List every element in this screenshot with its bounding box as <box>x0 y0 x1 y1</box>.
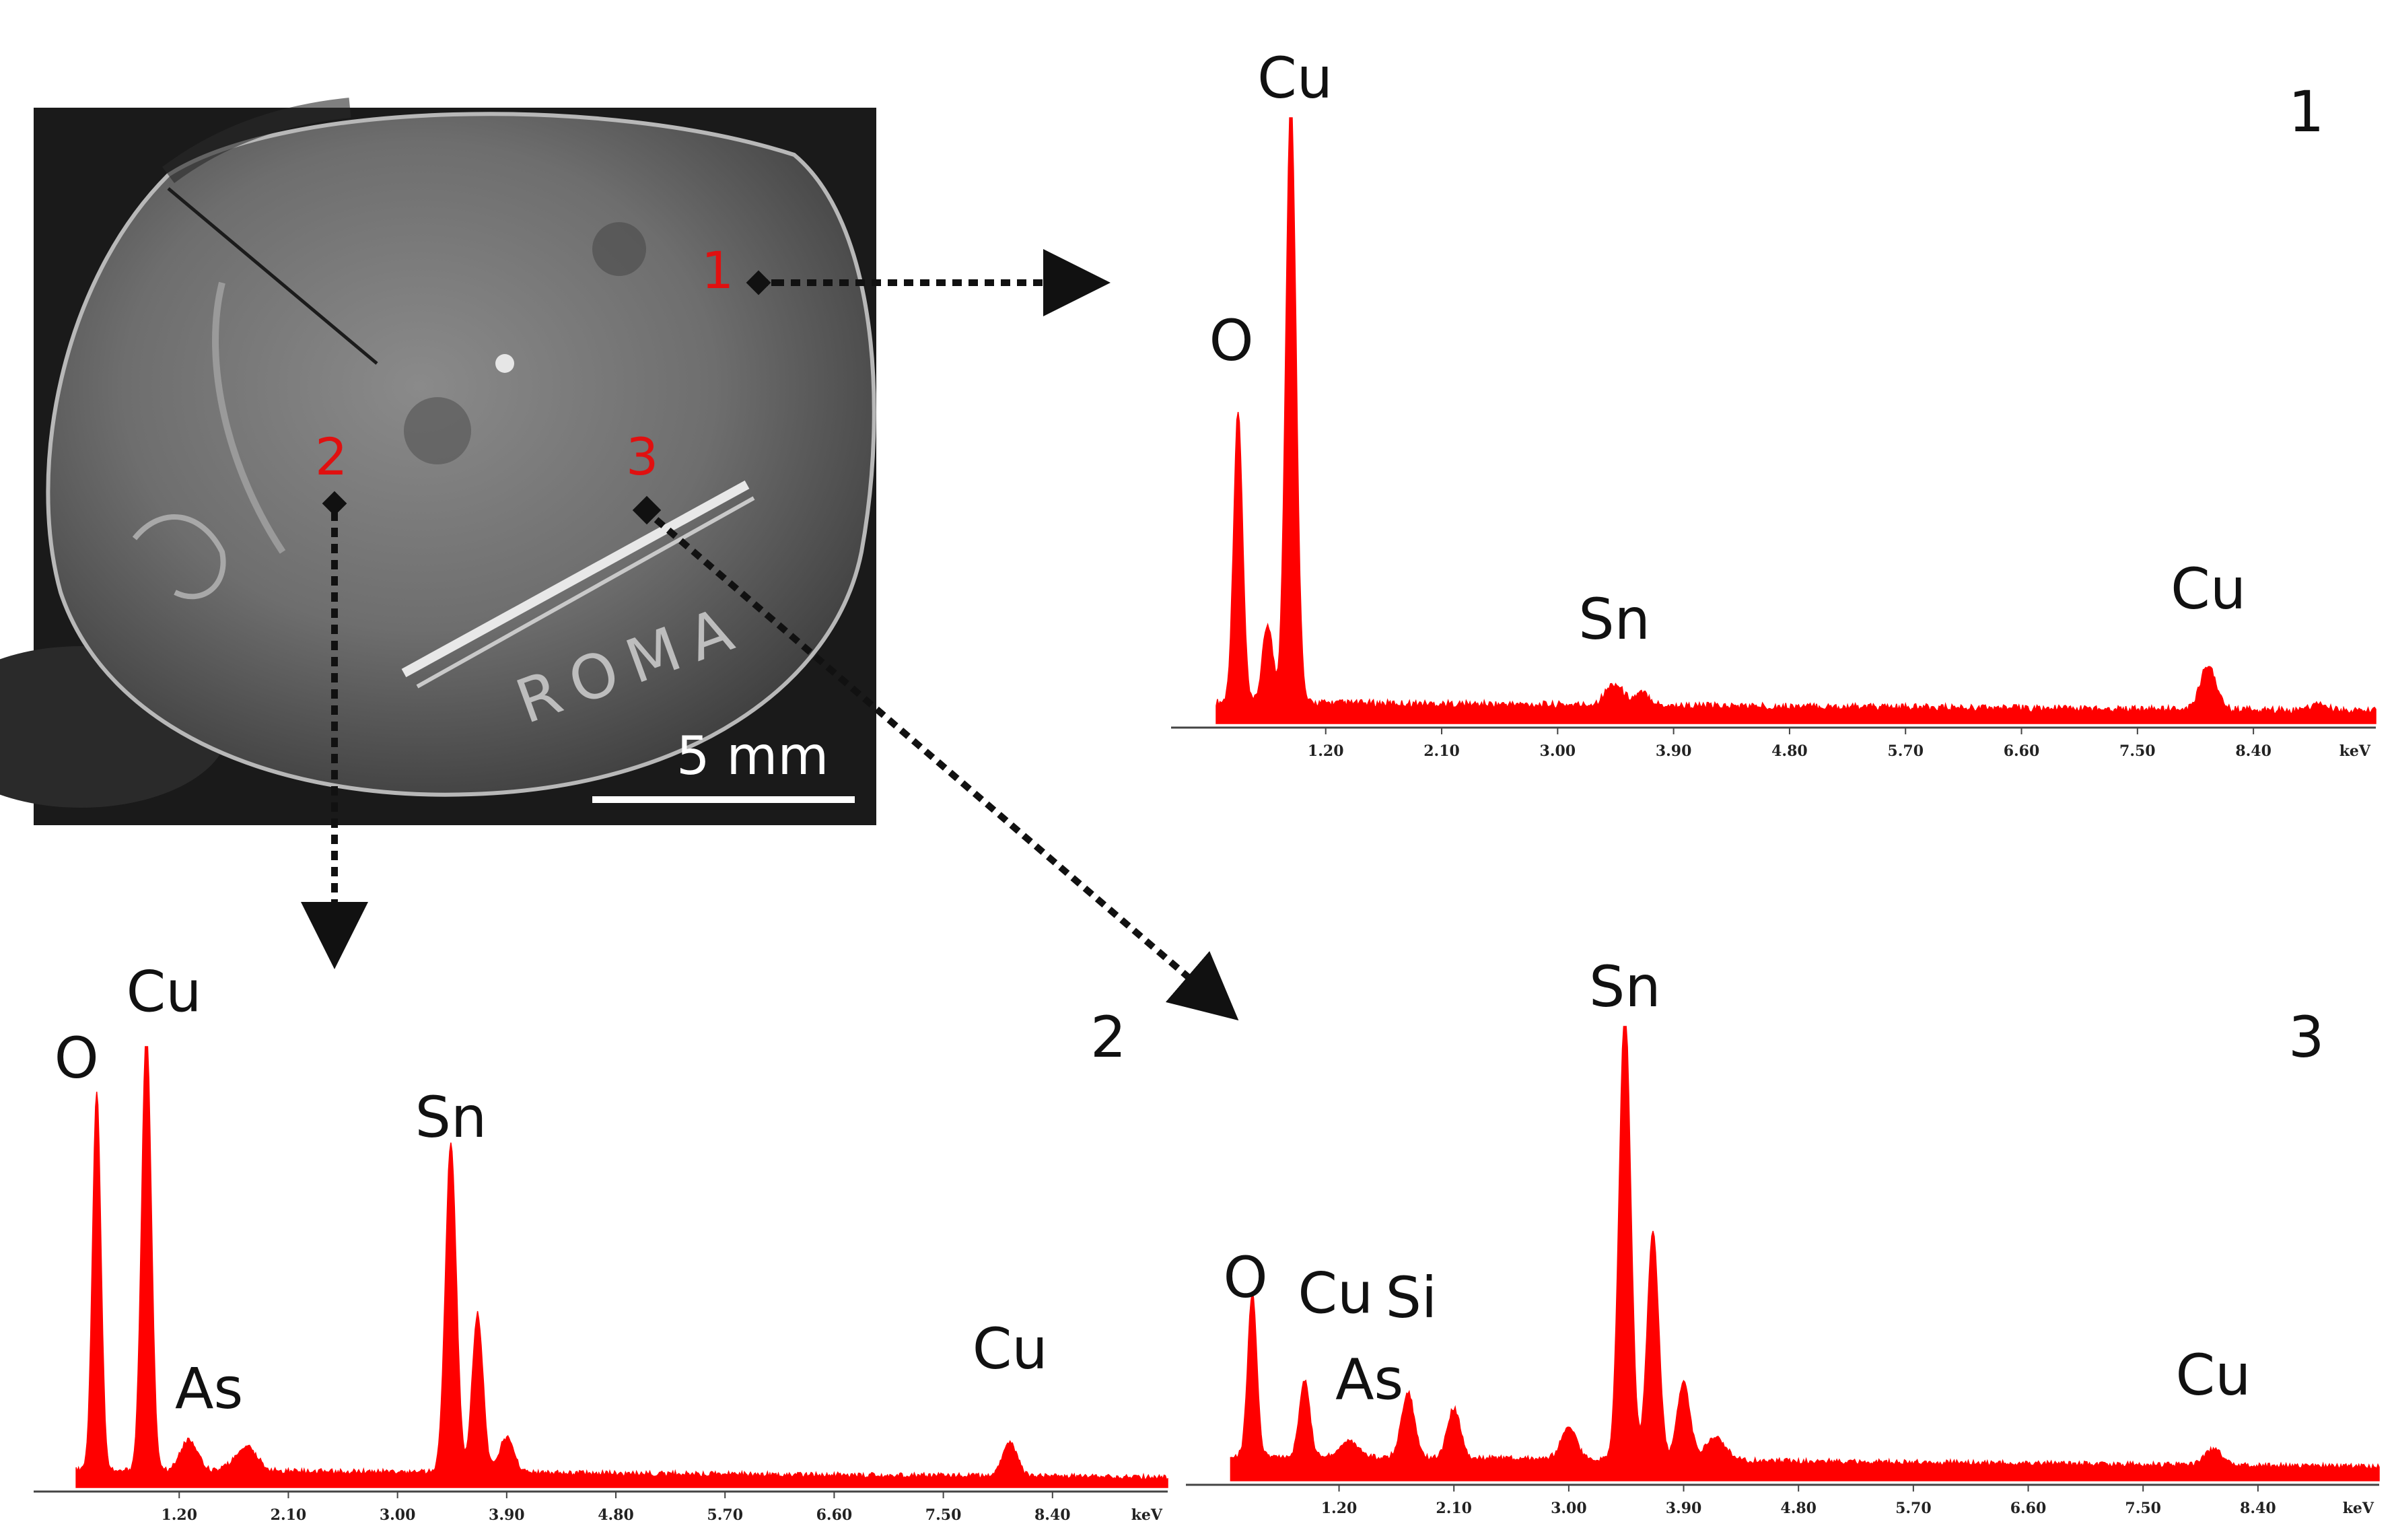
peak-label: Cu <box>2171 556 2246 622</box>
scale-bar-label: 5 mm <box>676 726 829 787</box>
x-tick-label: 8.40 <box>2240 1500 2276 1517</box>
x-tick-label: 3.90 <box>1666 1500 1702 1517</box>
peak-label: Si <box>1386 1265 1438 1331</box>
connector-arrows <box>301 249 1239 1021</box>
x-tick-label: 2.10 <box>1423 742 1460 760</box>
peak-label: Sn <box>1578 586 1650 652</box>
x-tick-label: 8.40 <box>1034 1506 1071 1524</box>
x-tick-label: 3.90 <box>489 1506 525 1524</box>
x-tick-label: 4.80 <box>598 1506 634 1524</box>
peak-label: O <box>1209 308 1253 374</box>
point-marker-2 <box>322 491 347 516</box>
x-axis-unit-label: keV <box>1131 1506 1163 1524</box>
x-tick-label: 3.90 <box>1656 742 1692 760</box>
spectrum-area-3 <box>1230 1026 2380 1481</box>
arrow-to-spectrum-3 <box>654 517 1239 1021</box>
spectrum-panel-1: 1.20 2.10 3.00 3.90 4.80 5.70 6.60 7.50 8.40 keV 1… <box>1171 45 2377 760</box>
x-tick-label: 7.50 <box>2119 742 2156 760</box>
x-tick-label: 2.10 <box>271 1506 307 1524</box>
x-tick-label: 2.10 <box>1436 1500 1472 1517</box>
x-axis-unit-label: keV <box>2343 1500 2374 1517</box>
spectrum-panel-number: 2 <box>1090 1004 1126 1070</box>
peak-label: Cu <box>127 959 202 1025</box>
x-tick-label: 1.20 <box>1308 742 1344 760</box>
point-label-3: 3 <box>626 427 658 487</box>
x-tick-label: 8.40 <box>2235 742 2272 760</box>
spectrum-panel-3: 1.20 2.10 3.00 3.90 4.80 5.70 6.60 7.50 8.40 keV 3… <box>1186 954 2380 1517</box>
peak-label: Cu <box>973 1316 1048 1382</box>
x-tick-label: 5.70 <box>1895 1500 1932 1517</box>
x-tick-label: 1.20 <box>1321 1500 1358 1517</box>
peak-label: As <box>175 1356 243 1422</box>
x-tick-label: 5.70 <box>707 1506 743 1524</box>
x-tick-label: 6.60 <box>816 1506 853 1524</box>
spectrum-panel-2: 1.20 2.10 3.00 3.90 4.80 5.70 6.60 7.50 8.40 keV 2… <box>34 959 1168 1524</box>
peak-label: Cu <box>1298 1260 1373 1326</box>
x-tick-label: 3.00 <box>380 1506 416 1524</box>
point-label-1: 1 <box>701 240 734 300</box>
peak-label: As <box>1335 1347 1403 1413</box>
x-tick-label: 6.60 <box>2010 1500 2047 1517</box>
x-tick-label: 4.80 <box>1780 1500 1817 1517</box>
peak-label: Cu <box>1257 45 1333 111</box>
x-tick-label: 5.70 <box>1887 742 1924 760</box>
x-tick-label: 7.50 <box>925 1506 962 1524</box>
peak-label: Sn <box>415 1084 487 1150</box>
x-tick-label: 3.00 <box>1551 1500 1587 1517</box>
sem-image: ROMA 5 mm <box>0 98 876 825</box>
peak-label: O <box>55 1025 99 1091</box>
point-label-2: 2 <box>315 427 347 487</box>
x-tick-label: 3.00 <box>1540 742 1576 760</box>
peak-label: O <box>1224 1245 1268 1310</box>
x-tick-label: 1.20 <box>161 1506 197 1524</box>
x-axis-unit-label: keV <box>2339 742 2371 760</box>
peak-label: Cu <box>2176 1342 2251 1408</box>
x-tick-label: 4.80 <box>1771 742 1808 760</box>
peak-label: Sn <box>1589 954 1661 1020</box>
spectrum-panel-number: 3 <box>2288 1004 2324 1070</box>
spectrum-panel-number: 1 <box>2288 79 2324 145</box>
spectrum-area-1 <box>1216 117 2377 724</box>
x-tick-label: 7.50 <box>2125 1500 2161 1517</box>
x-tick-label: 6.60 <box>2004 742 2040 760</box>
spectrum-area-2 <box>75 1046 1168 1488</box>
